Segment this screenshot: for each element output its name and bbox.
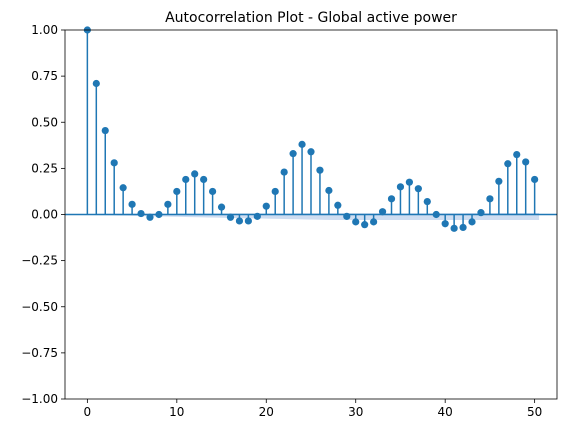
marker-lag-22 [280,168,288,176]
marker-lag-11 [182,175,190,184]
marker-lag-7 [146,213,154,221]
marker-lag-23 [289,150,297,158]
marker-lag-38 [423,197,431,206]
marker-lag-8 [155,210,163,219]
y-tick-label-8: 1.00 [31,23,58,37]
marker-lag-9 [164,200,172,208]
marker-lag-48 [513,150,521,159]
x-tick-label-30: 30 [348,405,363,419]
marker-lag-20 [262,202,270,210]
marker-lag-25 [307,148,315,156]
y-tick-label-4: 0.00 [31,208,58,222]
y-tick-label-2: −0.50 [21,300,58,314]
x-tick-label-10: 10 [169,405,184,419]
marker-lag-6 [137,209,145,218]
marker-lag-44 [477,209,485,217]
marker-lag-50 [531,175,539,184]
marker-lag-26 [316,166,324,174]
stems-layer [86,30,536,229]
marker-lag-3 [110,159,118,167]
marker-lag-41 [450,224,458,232]
marker-lag-4 [119,184,127,192]
marker-lag-46 [495,177,503,185]
marker-lag-5 [128,200,136,208]
marker-lag-1 [92,79,100,88]
marker-lag-37 [414,185,422,193]
marker-lag-35 [396,183,405,191]
marker-lag-34 [387,195,396,203]
marker-lag-43 [468,218,476,226]
marker-lag-19 [253,212,261,220]
y-tick-label-6: 0.50 [31,115,58,129]
marker-lag-2 [101,126,109,135]
marker-lag-42 [459,223,467,232]
marker-lag-17 [235,217,244,225]
marker-lag-24 [298,140,306,148]
marker-lag-29 [343,212,351,220]
marker-lag-15 [217,203,226,211]
y-tick-label-0: −1.00 [21,392,58,406]
marker-lag-18 [244,217,252,225]
marker-lag-45 [486,195,494,203]
x-tick-label-20: 20 [259,405,274,419]
y-tick-label-1: −0.75 [21,346,58,360]
marker-lag-30 [352,218,360,226]
marker-lag-33 [378,208,387,216]
axes-layer: 0 10 20 30 40 50 −1.00 −0.75 −0.50 −0.25 0.00 0.25 0… [21,23,558,419]
marker-lag-12 [191,170,199,178]
marker-lag-40 [441,220,449,228]
markers-layer [83,26,539,232]
marker-lag-10 [173,187,181,196]
marker-lag-36 [405,178,413,186]
y-tick-label-5: 0.25 [31,161,58,175]
x-tick-label-50: 50 [527,405,542,419]
marker-lag-32 [370,218,378,226]
marker-lag-47 [504,160,512,168]
marker-lag-21 [271,187,279,196]
marker-lag-14 [209,187,217,196]
marker-lag-28 [334,201,342,209]
x-tick-label-40: 40 [438,405,453,419]
marker-lag-39 [432,210,440,219]
y-tick-label-7: 0.75 [31,69,58,83]
y-tick-label-3: −0.25 [21,254,58,268]
marker-lag-27 [325,186,333,195]
marker-lag-49 [522,158,530,166]
marker-lag-31 [361,221,369,229]
x-tick-label-0: 0 [84,405,92,419]
marker-lag-13 [200,175,208,184]
marker-lag-16 [226,213,235,221]
chart-title: Autocorrelation Plot - Global active pow… [165,10,457,26]
